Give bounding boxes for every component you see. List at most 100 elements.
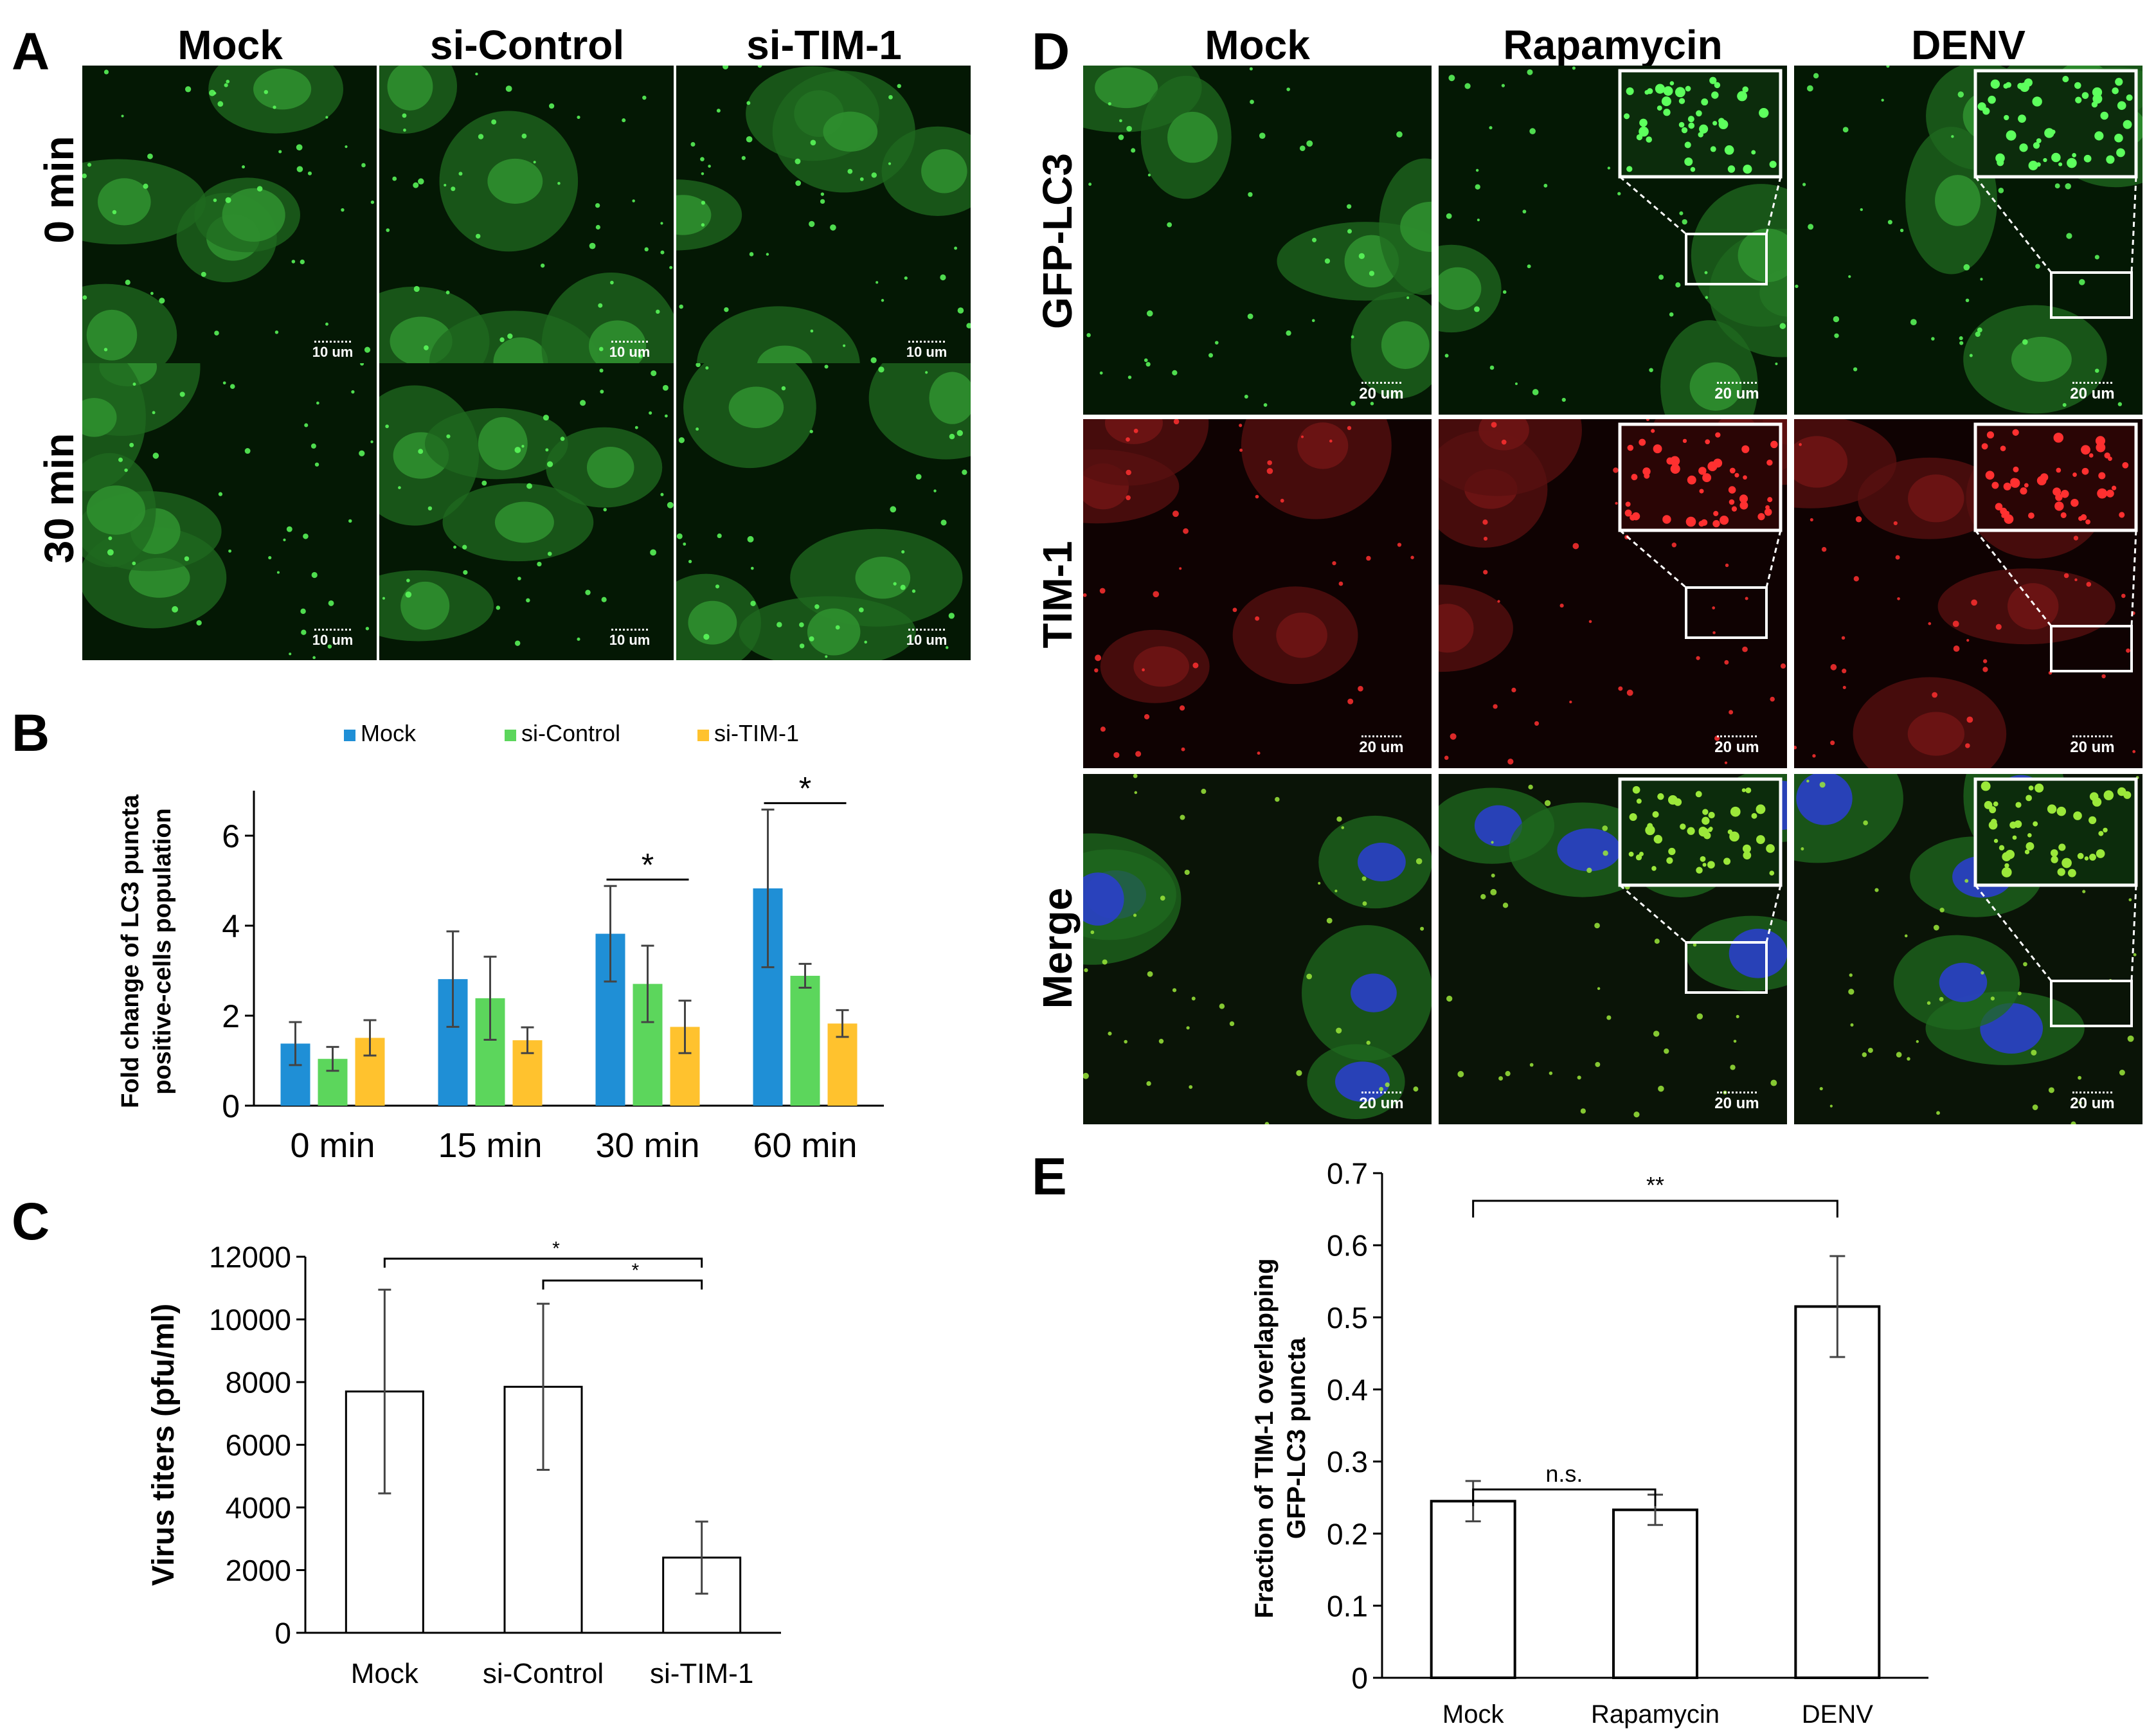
inset-dot <box>1718 118 1725 125</box>
puncta-dot <box>2119 1070 2125 1076</box>
inset-dot <box>1653 444 1662 454</box>
puncta-dot <box>1849 973 1853 977</box>
puncta-dot <box>824 364 829 369</box>
puncta-dot <box>1705 296 1709 300</box>
puncta-dot <box>1446 995 1453 1002</box>
puncta-dot <box>268 555 272 560</box>
inset-dot <box>1699 489 1704 494</box>
inset-dot <box>1707 461 1718 471</box>
puncta-dot <box>649 411 652 415</box>
puncta-dot <box>1266 467 1273 474</box>
puncta-dot <box>1998 188 2004 193</box>
puncta-dot <box>264 89 269 94</box>
puncta-dot <box>1257 751 1261 755</box>
puncta-dot <box>1886 66 1890 68</box>
puncta-dot <box>809 220 815 228</box>
inset-dot <box>1639 438 1646 446</box>
puncta-dot <box>705 366 709 370</box>
puncta-dot <box>1334 889 1338 893</box>
y-tick-label: 0.3 <box>1327 1445 1368 1479</box>
inset-dot <box>1696 110 1702 117</box>
inset-dot <box>2084 856 2089 861</box>
cell-illustration <box>1795 66 2143 414</box>
puncta-dot <box>660 492 664 496</box>
puncta-dot <box>1108 102 1111 106</box>
inset-dot <box>1644 472 1650 479</box>
puncta-dot <box>521 133 527 139</box>
puncta-dot <box>810 329 814 333</box>
inset-dot <box>1626 87 1634 95</box>
inset-dot <box>1731 506 1738 512</box>
y-tick-label: 0.7 <box>1327 1157 1368 1191</box>
inset-dot <box>1702 863 1707 867</box>
puncta-dot <box>1296 1070 1302 1076</box>
inset-dot <box>1708 811 1715 819</box>
scale-bar-label: 10 um <box>312 632 354 648</box>
cell-nucleus <box>1381 321 1430 369</box>
puncta-dot <box>696 427 699 431</box>
puncta-dot <box>1696 656 1700 660</box>
cell-nucleus <box>1939 962 1988 1002</box>
legend-label: Mock <box>361 720 417 746</box>
inset-dot <box>1636 798 1642 804</box>
panel-a-row-title: 0 min <box>36 136 82 244</box>
puncta-dot <box>701 223 705 227</box>
puncta-dot <box>108 536 112 541</box>
scale-bar: 20 um <box>1714 378 1759 403</box>
puncta-dot <box>1413 1086 1419 1092</box>
puncta-dot <box>1275 796 1280 802</box>
cell-nucleus <box>1907 712 1965 756</box>
puncta-dot <box>1850 1023 1854 1027</box>
micrograph-image: 20 um <box>1083 774 1432 1124</box>
inset-dot <box>1688 122 1695 129</box>
puncta-dot <box>717 533 722 539</box>
puncta-dot <box>1819 782 1826 788</box>
puncta-dot <box>1280 498 1284 503</box>
cell-body <box>1241 419 1392 519</box>
panel-d-row-title: Merge <box>1034 887 1081 1009</box>
inset-dot <box>1690 166 1696 172</box>
puncta-dot <box>1181 747 1185 751</box>
scale-bar-label: 20 um <box>2070 385 2115 402</box>
puncta-dot <box>1180 814 1185 820</box>
puncta-dot <box>601 597 607 602</box>
puncta-dot <box>1819 1086 1823 1091</box>
puncta-dot <box>1184 869 1190 876</box>
puncta-dot <box>361 163 366 168</box>
puncta-dot <box>809 636 814 642</box>
puncta-dot <box>229 384 235 390</box>
inset-dot <box>2098 831 2104 836</box>
micrograph-image: 10 um <box>379 363 674 660</box>
puncta-dot <box>585 589 591 595</box>
puncta-dot <box>1959 341 1964 345</box>
scale-bar-label: 20 um <box>1714 739 1759 756</box>
inset-dot <box>2077 852 2084 859</box>
puncta-dot <box>1613 467 1619 473</box>
puncta-dot <box>1167 222 1172 228</box>
puncta-dot <box>1675 282 1681 288</box>
inset-dot <box>1739 494 1748 503</box>
y-tick-label: 0.1 <box>1327 1589 1368 1623</box>
puncta-dot <box>225 197 231 203</box>
puncta-dot <box>2121 593 2126 598</box>
inset-dot <box>1981 781 1991 791</box>
inset-dot <box>1759 108 1769 118</box>
puncta-dot <box>475 233 481 239</box>
puncta-dot <box>1910 319 1917 326</box>
puncta-dot <box>1893 521 1898 526</box>
puncta-dot <box>665 414 668 418</box>
puncta-dot <box>888 94 893 100</box>
scale-bar-label: 10 um <box>312 344 354 360</box>
puncta-dot <box>543 415 549 421</box>
puncta-dot <box>314 462 319 467</box>
scale-bar-line <box>314 337 352 343</box>
puncta-dot <box>184 86 192 93</box>
puncta-dot <box>1895 555 1900 560</box>
inset-dot <box>1770 440 1778 449</box>
y-tick-label: 10000 <box>209 1303 291 1336</box>
puncta-dot <box>1588 620 1592 624</box>
bar <box>1612 1508 1698 1679</box>
inset-dot <box>2006 82 2011 88</box>
puncta-dot <box>933 489 937 492</box>
inset-dot <box>1687 475 1696 485</box>
